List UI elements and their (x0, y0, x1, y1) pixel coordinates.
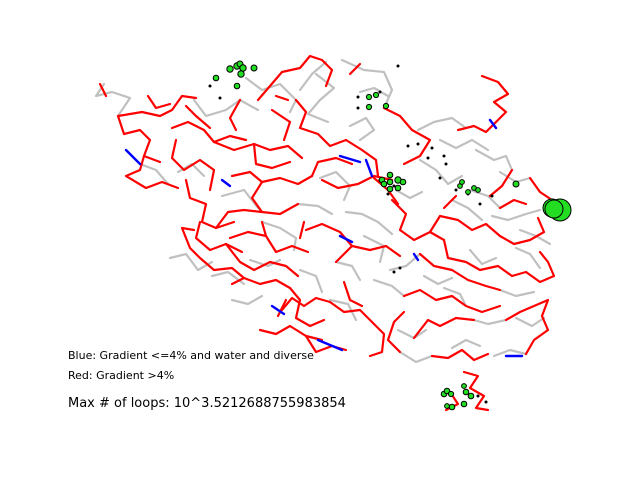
node-cluster-top-left (212, 74, 220, 82)
max-loops-text: Max # of loops: 10^3.5212688755983854 (68, 396, 346, 411)
blue-edges (124, 118, 524, 358)
green-nodes (212, 60, 572, 411)
legend-red-text: Red: Gradient >4% (68, 369, 175, 382)
legend-blue-text: Blue: Gradient <=4% and water and divers… (68, 349, 314, 362)
